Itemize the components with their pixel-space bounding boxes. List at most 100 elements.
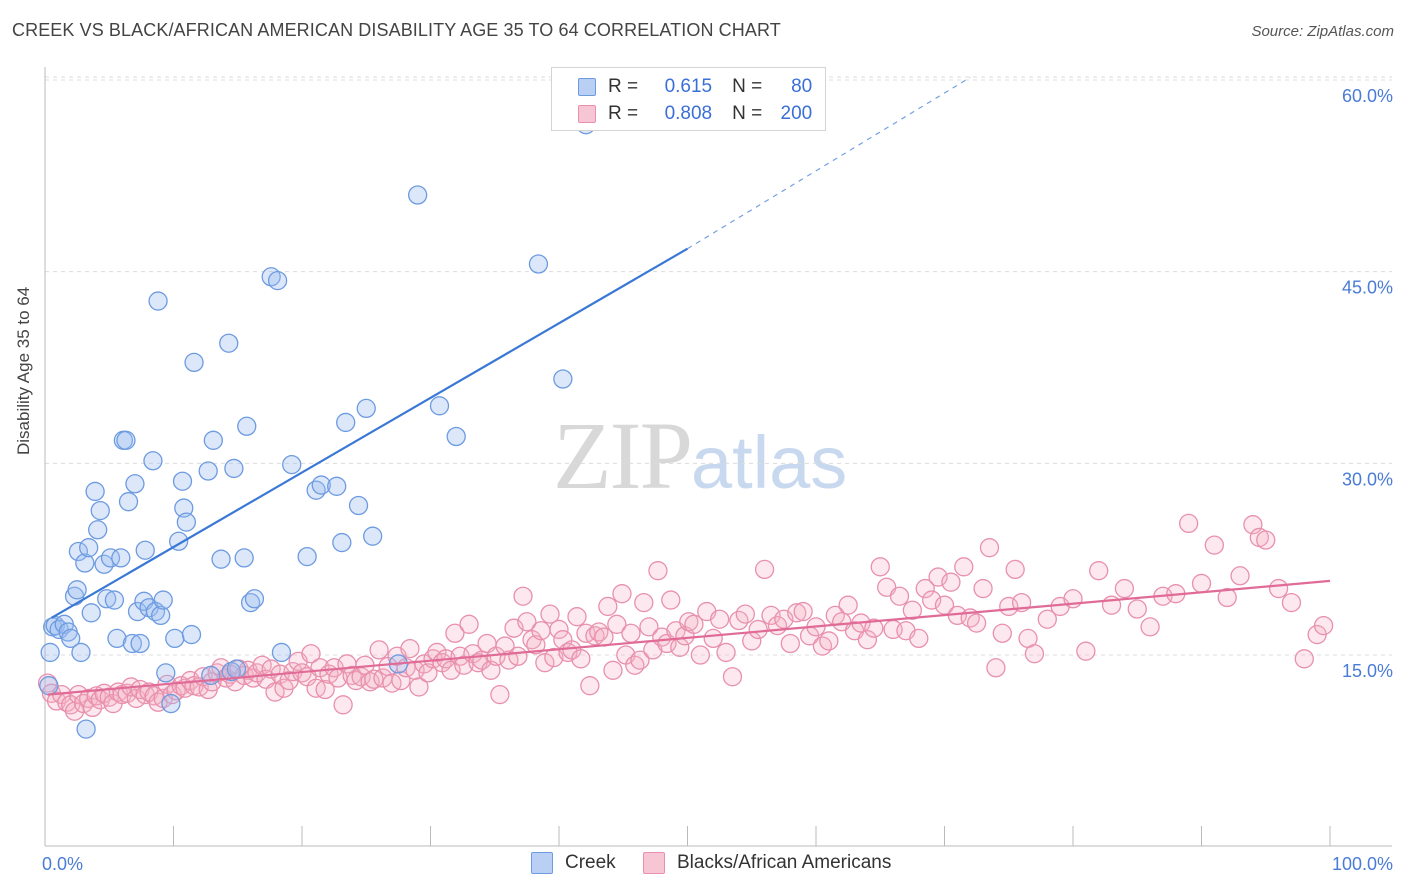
black-point: [1037, 609, 1057, 629]
creek-point: [221, 661, 241, 682]
watermark-zip: ZIP: [553, 402, 693, 509]
creek-point: [67, 580, 87, 600]
creek-point: [174, 498, 194, 518]
legend-r-label: R =: [608, 103, 639, 124]
legend-item-black[interactable]: Blacks/African Americans: [643, 852, 891, 874]
creek-swatch: [578, 78, 596, 96]
legend-r-value: 0.615: [664, 76, 713, 97]
legend-r-label: R =: [608, 76, 639, 97]
black-swatch: [578, 105, 596, 123]
black-point: [954, 557, 974, 577]
black-point: [1313, 615, 1334, 636]
black-point: [540, 604, 560, 624]
black-point: [1076, 641, 1096, 661]
black-point: [979, 538, 1000, 558]
creek-point: [184, 352, 204, 373]
black-point: [735, 604, 755, 624]
black-point: [513, 586, 533, 606]
black-point: [992, 623, 1012, 643]
black-point: [754, 559, 775, 580]
black-point: [82, 697, 103, 718]
black-point: [819, 631, 839, 651]
black-point: [780, 633, 800, 654]
black-point: [598, 596, 618, 617]
creek-point: [327, 476, 347, 496]
black-point: [902, 600, 923, 620]
creek-point: [68, 541, 89, 562]
creek-point: [203, 430, 223, 450]
creek-point: [116, 430, 136, 450]
x-tick-label: 100.0%: [1332, 854, 1393, 874]
black-point: [333, 695, 353, 715]
black-swatch: [643, 852, 665, 874]
black-point: [612, 584, 632, 604]
creek-point: [125, 474, 145, 494]
creek-point: [156, 663, 176, 683]
black-point: [1024, 644, 1045, 664]
black-point: [1114, 578, 1135, 599]
creek-point: [528, 254, 549, 274]
black-point: [690, 645, 710, 665]
black-point: [391, 670, 411, 691]
creek-point: [181, 624, 202, 645]
creek-point: [75, 553, 95, 573]
creek-point: [90, 500, 110, 521]
creek-point: [282, 454, 302, 475]
black-point: [709, 609, 730, 629]
creek-point: [85, 481, 105, 502]
creek-point: [150, 605, 171, 626]
creek-point: [153, 590, 173, 610]
black-point: [571, 649, 591, 669]
creek-point: [211, 549, 231, 569]
creek-point: [172, 471, 193, 491]
y-tick-label: 45.0%: [1342, 278, 1393, 298]
series-legend: Creek Blacks/African Americans: [0, 852, 1406, 878]
creek-point: [39, 676, 59, 696]
creek-point: [311, 475, 331, 495]
legend-item-label: Blacks/African Americans: [677, 852, 892, 873]
black-point: [648, 561, 668, 581]
black-point: [1140, 617, 1160, 637]
black-point: [1127, 599, 1147, 619]
black-point: [1005, 559, 1025, 580]
black-point: [544, 647, 564, 668]
y-tick-label: 15.0%: [1342, 661, 1393, 681]
black-point: [535, 653, 555, 673]
legend-n-label: N =: [732, 103, 763, 124]
black-point: [630, 650, 650, 670]
black-point: [1281, 592, 1302, 613]
creek-point: [363, 526, 383, 546]
black-point: [531, 621, 551, 641]
watermark: ZIPatlas: [553, 400, 847, 511]
black-point: [915, 578, 935, 599]
black-point: [607, 614, 627, 634]
legend-item-creek[interactable]: Creek: [531, 852, 616, 874]
creek-point: [118, 492, 139, 512]
black-point: [1191, 573, 1212, 594]
black-point: [864, 618, 884, 638]
black-point: [966, 613, 987, 633]
creek-point: [219, 333, 239, 353]
creek-point: [332, 532, 352, 553]
legend-n-label: N =: [732, 76, 763, 97]
creek-point: [407, 185, 428, 205]
black-point: [580, 676, 600, 696]
black-point: [1089, 561, 1109, 581]
legend-item-label: Creek: [565, 852, 616, 873]
black-point: [400, 638, 420, 659]
creek-swatch: [531, 852, 553, 874]
black-point: [603, 660, 623, 680]
creek-point: [356, 398, 376, 419]
creek-point: [244, 589, 265, 609]
legend-n-value: 80: [791, 76, 813, 97]
black-point: [621, 623, 641, 643]
creek-point: [130, 633, 150, 654]
legend-r-value: 0.808: [664, 103, 713, 124]
black-point: [684, 614, 704, 634]
creek-point: [161, 693, 181, 714]
black-point: [889, 586, 910, 606]
black-point: [1217, 587, 1237, 608]
creek-point: [234, 548, 254, 568]
creek-point: [297, 546, 317, 567]
